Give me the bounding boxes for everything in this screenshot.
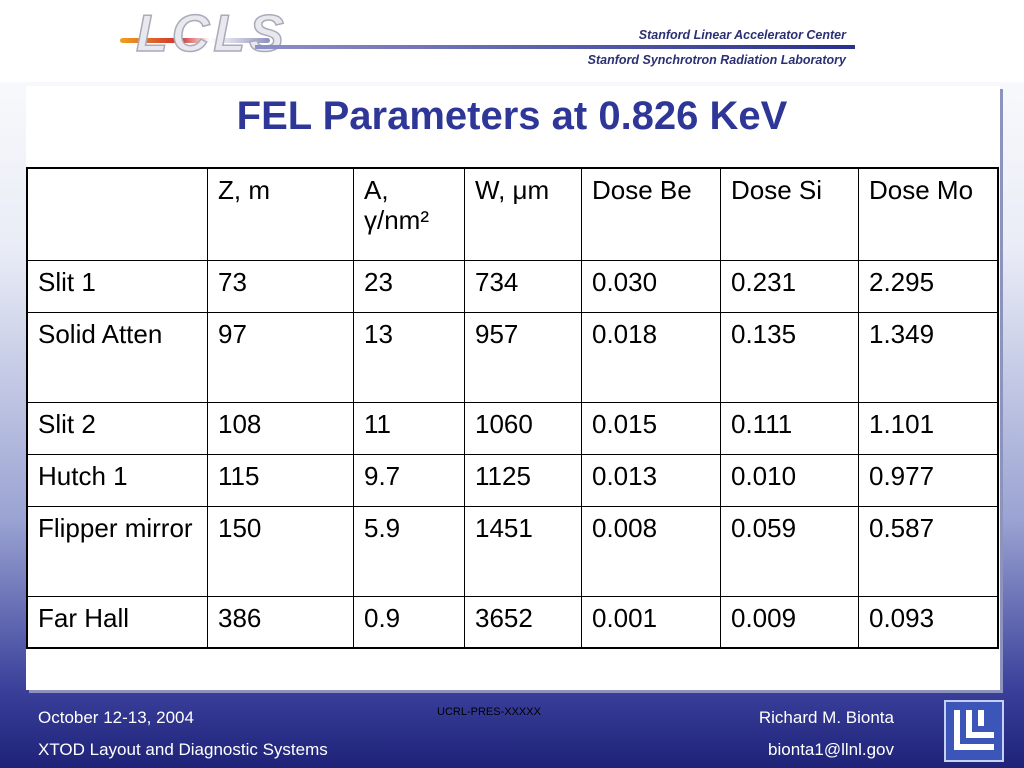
table-cell: 0.231 (720, 259, 859, 313)
table-cell: 0.001 (581, 595, 721, 649)
table-row: Solid Atten 97 13 957 0.018 0.135 1.349 (26, 311, 999, 403)
table-header-row: Z, m A, γ/nm² W, μm Dose Be Dose Si Dose… (26, 167, 999, 261)
header-rule (255, 45, 855, 49)
table-cell-location: Flipper mirror (26, 505, 208, 597)
header-cell-a: A, γ/nm² (353, 167, 465, 261)
table-cell: 0.013 (581, 453, 721, 507)
table-cell-location: Hutch 1 (26, 453, 208, 507)
table-cell: 11 (353, 401, 465, 455)
table-row: Hutch 1 115 9.7 1125 0.013 0.010 0.977 (26, 453, 999, 507)
table-cell: 115 (207, 453, 354, 507)
table-cell: 0.135 (720, 311, 859, 403)
table-cell: 1.101 (858, 401, 999, 455)
table-cell: 957 (464, 311, 582, 403)
institution-ssrl: Stanford Synchrotron Radiation Laborator… (587, 53, 846, 67)
slide-title: FEL Parameters at 0.826 KeV (236, 94, 788, 138)
table-cell: 0.009 (720, 595, 859, 649)
header-cell-w: W, μm (464, 167, 582, 261)
table-cell: 0.018 (581, 311, 721, 403)
table-cell: 13 (353, 311, 465, 403)
table-cell: 3652 (464, 595, 582, 649)
institution-slac: Stanford Linear Accelerator Center (638, 28, 846, 42)
table-cell: 5.9 (353, 505, 465, 597)
table-cell: 1125 (464, 453, 582, 507)
table-cell: 0.008 (581, 505, 721, 597)
table-cell: 97 (207, 311, 354, 403)
table-cell: 23 (353, 259, 465, 313)
header-cell-z: Z, m (207, 167, 354, 261)
header-cell-dose-be: Dose Be (581, 167, 721, 261)
table-cell: 0.977 (858, 453, 999, 507)
header-cell-dose-si: Dose Si (720, 167, 859, 261)
table-row: Flipper mirror 150 5.9 1451 0.008 0.059 … (26, 505, 999, 597)
lcls-logo-swoosh (120, 38, 270, 43)
table-row: Slit 1 73 23 734 0.030 0.231 2.295 (26, 259, 999, 313)
table-cell: 1451 (464, 505, 582, 597)
table-cell: 1060 (464, 401, 582, 455)
table-cell: 734 (464, 259, 582, 313)
table-cell-location: Far Hall (26, 595, 208, 649)
table-cell: 9.7 (353, 453, 465, 507)
llnl-logo-icon (944, 700, 1004, 762)
table-cell: 150 (207, 505, 354, 597)
footer-subtitle: XTOD Layout and Diagnostic Systems (38, 740, 328, 759)
table-cell: 386 (207, 595, 354, 649)
table-cell: 108 (207, 401, 354, 455)
table-cell: 0.093 (858, 595, 999, 649)
footer-email: bionta1@llnl.gov (768, 740, 894, 759)
footer-author: Richard M. Bionta (758, 708, 894, 727)
table-cell: 0.9 (353, 595, 465, 649)
table-cell: 0.111 (720, 401, 859, 455)
table-cell-location: Solid Atten (26, 311, 208, 403)
slide-header: LCLS Stanford Linear Accelerator Center … (0, 0, 1024, 82)
table-cell: 0.587 (858, 505, 999, 597)
table-cell: 0.030 (581, 259, 721, 313)
table-cell: 0.059 (720, 505, 859, 597)
footer-document-code: UCRL-PRES-XXXXX (437, 706, 541, 718)
lcls-logo: LCLS (135, 5, 288, 63)
table-row: Far Hall 386 0.9 3652 0.001 0.009 0.093 (26, 595, 999, 649)
fel-parameters-table: Z, m A, γ/nm² W, μm Dose Be Dose Si Dose… (26, 167, 999, 649)
footer-date: October 12-13, 2004 (38, 708, 194, 727)
table-cell: 1.349 (858, 311, 999, 403)
table-cell-location: Slit 2 (26, 401, 208, 455)
table-cell-location: Slit 1 (26, 259, 208, 313)
table-cell: 0.015 (581, 401, 721, 455)
table-row: Slit 2 108 11 1060 0.015 0.111 1.101 (26, 401, 999, 455)
table-cell: 73 (207, 259, 354, 313)
header-cell-dose-mo: Dose Mo (858, 167, 999, 261)
table-cell: 2.295 (858, 259, 999, 313)
table-cell: 0.010 (720, 453, 859, 507)
header-cell-blank (26, 167, 208, 261)
